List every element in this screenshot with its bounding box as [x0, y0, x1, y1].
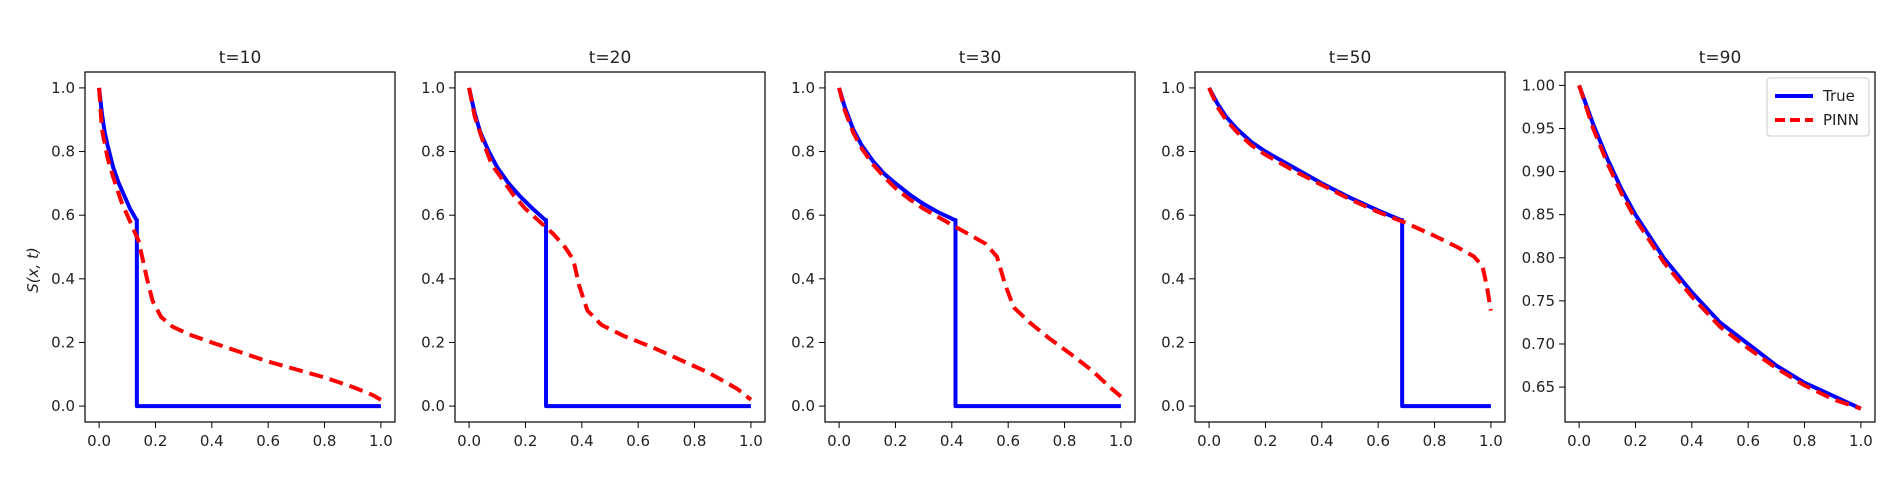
series-line-pinn	[837, 87, 1123, 399]
x-tick-label: 0.0	[457, 432, 481, 450]
y-tick-label: 0.4	[421, 270, 445, 288]
x-tick-label: 0.6	[996, 432, 1020, 450]
x-tick-label: 0.2	[144, 432, 168, 450]
y-tick-label: 0.0	[421, 397, 445, 415]
panel-title: t=50	[1329, 48, 1372, 68]
y-tick-label: 1.00	[1522, 76, 1555, 94]
y-tick-label: 0.80	[1522, 249, 1555, 267]
x-tick-label: 0.2	[884, 432, 908, 450]
series-line-true	[1207, 86, 1491, 409]
y-tick-label: 0.6	[1161, 206, 1185, 224]
y-tick-label: 1.0	[1161, 79, 1185, 97]
y-tick-label: 0.95	[1522, 119, 1555, 137]
series-line-true	[837, 87, 1121, 409]
chart-panel-1: t=10 0.0 0.2 0.4 0.6 0.8 1.0 0.0 0.2 0.4 0.6 0.8 1.0	[51, 48, 396, 450]
y-tick-label: 0.4	[51, 270, 75, 288]
x-tick-label: 1.0	[369, 432, 393, 450]
series-line-true	[1577, 84, 1862, 411]
y-tick-label: 0.8	[1161, 143, 1185, 161]
y-tick-label: 0.6	[421, 206, 445, 224]
axes-frame	[824, 71, 1136, 423]
y-tick-label: 0.85	[1522, 206, 1555, 224]
y-tick-label: 0.6	[51, 206, 75, 224]
x-tick-label: 0.2	[514, 432, 538, 450]
y-tick-label: 0.0	[51, 397, 75, 415]
x-tick-label: 0.4	[200, 432, 224, 450]
x-tick-label: 0.6	[626, 432, 650, 450]
series-line-pinn	[1207, 87, 1493, 311]
panel-title: t=20	[589, 48, 632, 68]
y-tick-label: 0.0	[791, 397, 815, 415]
chart-panel-3: t=30 0.0 0.2 0.4 0.6 0.8 1.0 0.0 0.2 0.4 0.6 0.8 1.0	[791, 48, 1136, 450]
x-tick-label: 0.8	[313, 432, 337, 450]
axes-frame	[84, 71, 396, 423]
series-line-true	[467, 87, 751, 409]
y-tick-label: 0.8	[421, 143, 445, 161]
y-axis-label: S(x, t)	[24, 247, 42, 293]
x-tick-label: 0.8	[683, 432, 707, 450]
legend: True PINN	[1766, 77, 1870, 137]
y-tick-label: 0.8	[51, 143, 75, 161]
x-tick-label: 0.6	[1736, 432, 1760, 450]
y-tick-label: 0.2	[421, 333, 445, 351]
x-tick-label: 0.0	[87, 432, 111, 450]
x-tick-label: 0.4	[1680, 432, 1704, 450]
chart-panel-2: t=20 0.0 0.2 0.4 0.6 0.8 1.0 0.0 0.2 0.4 0.6 0.8 1.0	[421, 48, 766, 450]
panel-title: t=90	[1699, 48, 1742, 68]
y-tick-label: 0.2	[51, 333, 75, 351]
y-tick-label: 0.4	[791, 270, 815, 288]
x-tick-label: 0.6	[256, 432, 280, 450]
x-tick-label: 0.8	[1053, 432, 1077, 450]
series-line-pinn	[467, 87, 753, 402]
x-tick-label: 1.0	[739, 432, 763, 450]
x-tick-label: 0.0	[827, 432, 851, 450]
axes-frame	[1194, 71, 1506, 423]
x-tick-label: 0.2	[1254, 432, 1278, 450]
x-tick-label: 0.4	[1310, 432, 1334, 450]
panel-title: t=30	[959, 48, 1002, 68]
series-line-true	[97, 87, 381, 409]
x-tick-label: 1.0	[1479, 432, 1503, 450]
legend-label-pinn: PINN	[1823, 111, 1859, 129]
y-tick-label: 0.8	[791, 143, 815, 161]
y-tick-label: 0.90	[1522, 163, 1555, 181]
y-tick-label: 0.0	[1161, 397, 1185, 415]
x-tick-label: 1.0	[1109, 432, 1133, 450]
x-tick-label: 1.0	[1849, 432, 1873, 450]
y-tick-label: 0.6	[791, 206, 815, 224]
series-line-pinn	[1577, 84, 1862, 411]
y-tick-label: 0.65	[1522, 378, 1555, 396]
series-line-pinn	[97, 87, 382, 402]
y-tick-label: 0.70	[1522, 335, 1555, 353]
x-tick-label: 0.8	[1423, 432, 1447, 450]
chart-panel-5: t=90 0.0 0.2 0.4 0.6 0.8 1.0 0.65 0.70 0.75 0.80 0.…	[1522, 48, 1876, 450]
x-tick-label: 0.8	[1793, 432, 1817, 450]
y-tick-label: 1.0	[421, 79, 445, 97]
chart-panel-4: t=50 0.0 0.2 0.4 0.6 0.8 1.0 0.0 0.2 0.4 0.6 0.8 1.0	[1161, 48, 1506, 450]
x-tick-label: 0.0	[1567, 432, 1591, 450]
x-tick-label: 0.0	[1197, 432, 1221, 450]
y-tick-label: 0.75	[1522, 292, 1555, 310]
y-tick-label: 0.4	[1161, 270, 1185, 288]
x-tick-label: 0.4	[940, 432, 964, 450]
axes-frame	[1564, 71, 1876, 423]
axes-frame	[454, 71, 766, 423]
y-tick-label: 0.2	[791, 333, 815, 351]
panel-title: t=10	[219, 48, 262, 68]
y-tick-label: 1.0	[791, 79, 815, 97]
x-tick-label: 0.2	[1624, 432, 1648, 450]
y-tick-label: 0.2	[1161, 333, 1185, 351]
x-tick-label: 0.6	[1366, 432, 1390, 450]
y-tick-label: 1.0	[51, 79, 75, 97]
x-tick-label: 0.4	[570, 432, 594, 450]
legend-label-true: True	[1822, 87, 1855, 105]
